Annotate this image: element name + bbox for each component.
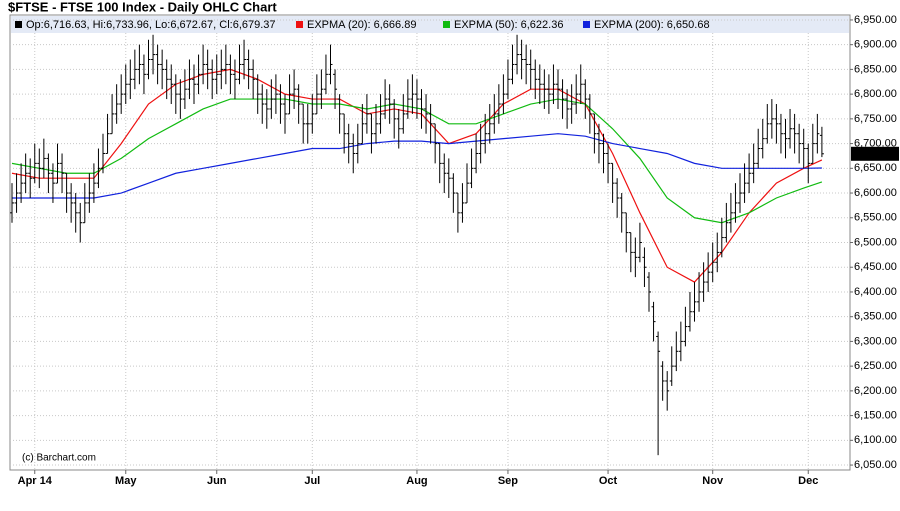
y-tick-label: 6,050.00 — [854, 459, 897, 471]
ema-line — [12, 133, 822, 199]
legend-swatch — [583, 21, 590, 28]
x-tick-label: Dec — [798, 475, 818, 487]
legend: Op:6,716.63, Hi:6,733.96, Lo:6,672.67, C… — [15, 19, 710, 31]
x-tick-label: Aug — [406, 475, 427, 487]
legend-label: EXPMA (50): 6,622.36 — [454, 19, 563, 31]
legend-swatch — [15, 21, 22, 28]
y-tick-label: 6,950.00 — [854, 14, 897, 26]
y-tick-label: 6,900.00 — [854, 39, 897, 51]
y-tick-label: 6,800.00 — [854, 88, 897, 100]
x-tick-label: Jun — [207, 475, 227, 487]
marks: 6,679.37 — [10, 34, 899, 456]
y-tick-label: 6,100.00 — [854, 434, 897, 446]
last-value-box — [851, 146, 899, 161]
y-tick-label: 6,300.00 — [854, 335, 897, 347]
legend-label: EXPMA (20): 6,666.89 — [307, 19, 416, 31]
x-tick-label: Nov — [702, 475, 724, 487]
credit: (c) Barchart.com — [22, 453, 96, 464]
legend-swatch — [443, 21, 450, 28]
y-tick-label: 6,600.00 — [854, 187, 897, 199]
chart-title: $FTSE - FTSE 100 Index - Daily OHLC Char… — [8, 0, 277, 14]
y-tick-label: 6,700.00 — [854, 137, 897, 149]
y-tick-label: 6,650.00 — [854, 162, 897, 174]
last-value-label: 6,679.37 — [854, 148, 897, 160]
y-tick-label: 6,450.00 — [854, 261, 897, 273]
y-tick-label: 6,150.00 — [854, 410, 897, 422]
x-tick-label: May — [115, 475, 137, 487]
x-tick-label: Sep — [498, 475, 518, 487]
y-tick-label: 6,550.00 — [854, 212, 897, 224]
y-tick-label: 6,350.00 — [854, 311, 897, 323]
y-tick-label: 6,200.00 — [854, 385, 897, 397]
legend-label: Op:6,716.63, Hi:6,733.96, Lo:6,672.67, C… — [26, 19, 276, 31]
x-tick-label: Apr 14 — [18, 475, 53, 487]
y-tick-label: 6,400.00 — [854, 286, 897, 298]
y-tick-label: 6,850.00 — [854, 63, 897, 75]
x-tick-label: Jul — [304, 475, 320, 487]
legend-label: EXPMA (200): 6,650.68 — [594, 19, 710, 31]
y-tick-label: 6,750.00 — [854, 113, 897, 125]
legend-swatch — [296, 21, 303, 28]
y-tick-label: 6,500.00 — [854, 236, 897, 248]
y-tick-label: 6,250.00 — [854, 360, 897, 372]
grid: 6,050.00 6,100.00 6,150.00 6,200.00 6,250.00… — [10, 14, 897, 487]
x-tick-label: Oct — [599, 475, 618, 487]
